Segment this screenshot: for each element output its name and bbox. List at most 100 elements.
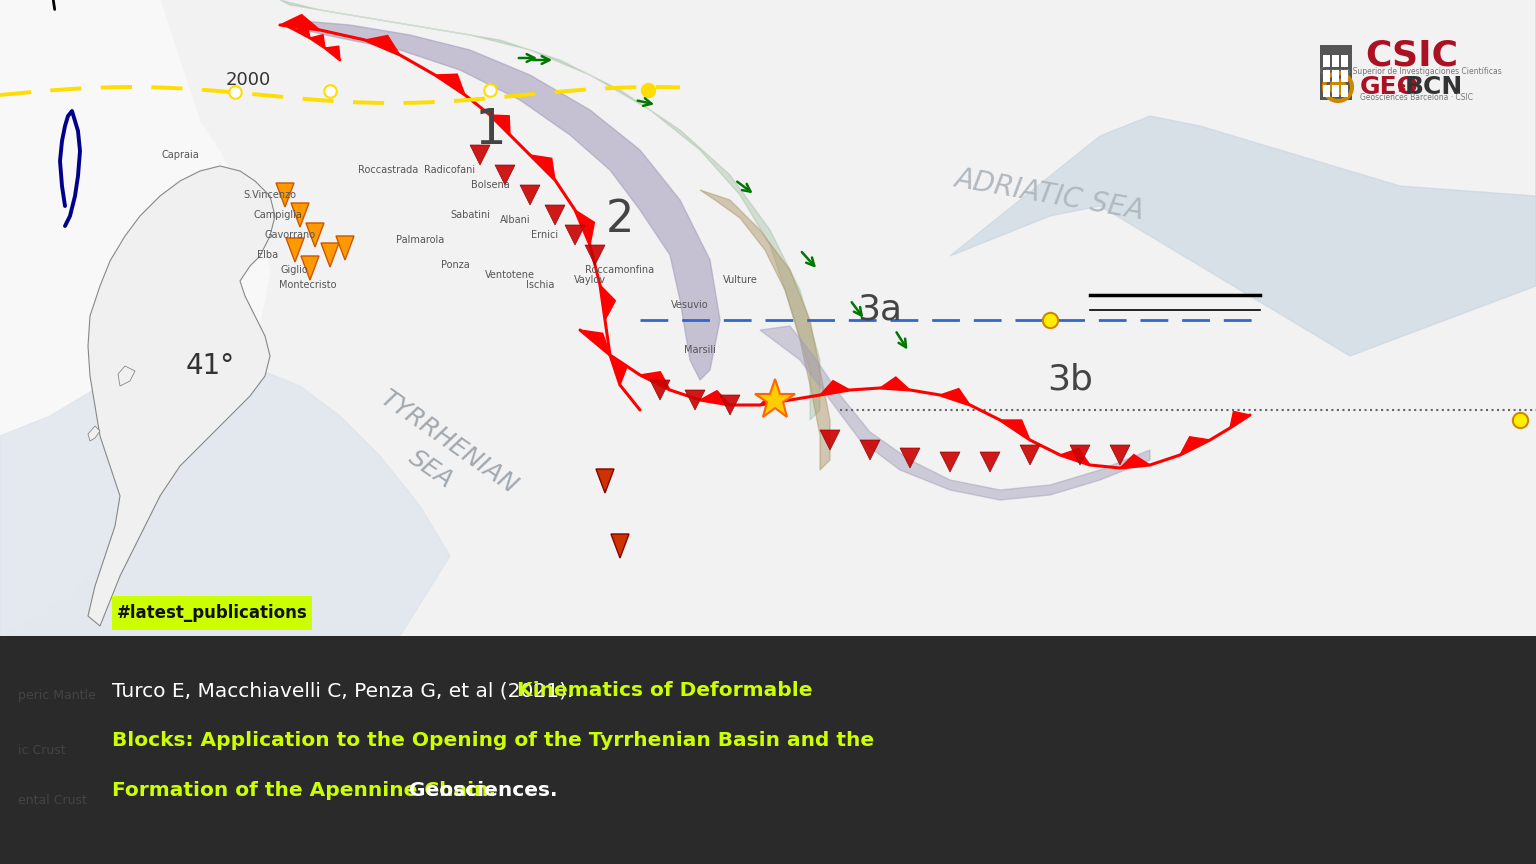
Polygon shape [521, 185, 541, 205]
Polygon shape [611, 534, 630, 558]
Text: Albani: Albani [499, 215, 530, 225]
Text: Vesuvio: Vesuvio [671, 300, 708, 310]
Text: Roccamonfina: Roccamonfina [585, 265, 654, 275]
Text: Geosciences.: Geosciences. [402, 782, 558, 801]
Text: ic Crust: ic Crust [18, 745, 66, 758]
Polygon shape [336, 236, 353, 260]
Text: Palmarola: Palmarola [396, 235, 444, 245]
Text: 1: 1 [475, 106, 505, 154]
Text: Montecristo: Montecristo [280, 280, 336, 290]
Bar [1341, 55, 1349, 67]
Polygon shape [581, 330, 610, 355]
Polygon shape [949, 0, 1536, 356]
Text: Kinematics of Deformable: Kinematics of Deformable [518, 682, 813, 701]
Polygon shape [301, 256, 319, 280]
Bar [0, 0, 1536, 636]
Text: Capraia: Capraia [161, 150, 198, 160]
Polygon shape [435, 74, 465, 95]
Bar [1319, 45, 1352, 100]
Polygon shape [530, 155, 554, 180]
Text: Vaylov: Vaylov [574, 275, 607, 285]
Polygon shape [118, 366, 135, 386]
Polygon shape [306, 223, 324, 247]
Polygon shape [495, 165, 515, 185]
Text: Marsili: Marsili [684, 345, 716, 355]
Bar [0, 0, 1536, 636]
Polygon shape [1060, 448, 1091, 465]
Bar [112, 596, 312, 630]
Polygon shape [860, 440, 880, 460]
Polygon shape [295, 25, 310, 38]
Text: Vulture: Vulture [722, 275, 757, 285]
Polygon shape [1230, 411, 1250, 428]
Polygon shape [321, 243, 339, 267]
Polygon shape [940, 452, 960, 472]
Polygon shape [760, 326, 1150, 500]
Text: Gavorrano: Gavorrano [264, 230, 315, 240]
Polygon shape [1111, 445, 1130, 465]
Polygon shape [565, 225, 585, 245]
Polygon shape [760, 391, 790, 405]
Text: Ischia: Ischia [525, 280, 554, 290]
Polygon shape [280, 0, 820, 420]
Bar [1332, 85, 1339, 97]
Text: 2000: 2000 [226, 71, 270, 89]
Polygon shape [326, 46, 339, 60]
Polygon shape [280, 15, 319, 30]
Text: CSIC: CSIC [1366, 38, 1458, 72]
Polygon shape [88, 166, 275, 626]
Polygon shape [940, 389, 971, 405]
Polygon shape [980, 452, 1000, 472]
Polygon shape [290, 203, 309, 227]
Polygon shape [610, 355, 627, 385]
Bar [1322, 70, 1330, 82]
Polygon shape [641, 372, 670, 390]
Polygon shape [1120, 454, 1150, 468]
Text: peric Mantle: peric Mantle [18, 689, 95, 702]
Text: Bolsena: Bolsena [470, 180, 510, 190]
Polygon shape [650, 380, 670, 400]
Circle shape [1330, 79, 1346, 95]
Text: Ventotene: Ventotene [485, 270, 535, 280]
Polygon shape [1020, 445, 1040, 465]
Polygon shape [700, 190, 829, 470]
Bar [1322, 85, 1330, 97]
Text: ₃: ₃ [1398, 78, 1405, 97]
Text: Ernici: Ernici [531, 230, 559, 240]
Polygon shape [0, 0, 270, 636]
Text: 3a: 3a [857, 293, 903, 327]
Polygon shape [1000, 420, 1031, 440]
Text: Geosciences Barcelona · CSIC: Geosciences Barcelona · CSIC [1359, 93, 1473, 103]
Text: Sabatini: Sabatini [450, 210, 490, 220]
Text: Roccastrada: Roccastrada [358, 165, 418, 175]
Polygon shape [820, 430, 840, 450]
Text: S.Vincenzo: S.Vincenzo [244, 190, 296, 200]
Text: ADRIATIC SEA: ADRIATIC SEA [952, 164, 1147, 226]
Polygon shape [276, 183, 293, 207]
Polygon shape [490, 115, 510, 135]
Polygon shape [596, 469, 614, 493]
Polygon shape [574, 210, 594, 245]
Text: GEO: GEO [1359, 75, 1419, 99]
Text: Radicofani: Radicofani [424, 165, 476, 175]
Text: TYRRHENIAN
SEA: TYRRHENIAN SEA [358, 386, 522, 526]
Polygon shape [700, 391, 730, 405]
Text: Elba: Elba [258, 250, 278, 260]
Polygon shape [1180, 437, 1210, 455]
Polygon shape [880, 377, 909, 390]
Polygon shape [585, 245, 605, 265]
Text: 3b: 3b [1048, 363, 1094, 397]
Text: ental Crust: ental Crust [18, 795, 88, 808]
Polygon shape [88, 426, 100, 441]
Text: Giglio: Giglio [280, 265, 307, 275]
Bar [1332, 55, 1339, 67]
Text: Formation of the Apennine Chain.: Formation of the Apennine Chain. [112, 782, 496, 801]
Polygon shape [1071, 445, 1091, 465]
Polygon shape [470, 145, 490, 165]
Text: BCN: BCN [1405, 75, 1464, 99]
Polygon shape [286, 18, 295, 30]
Polygon shape [366, 35, 399, 55]
Bar [1322, 55, 1330, 67]
Bar [0, 636, 1536, 864]
Polygon shape [900, 448, 920, 468]
